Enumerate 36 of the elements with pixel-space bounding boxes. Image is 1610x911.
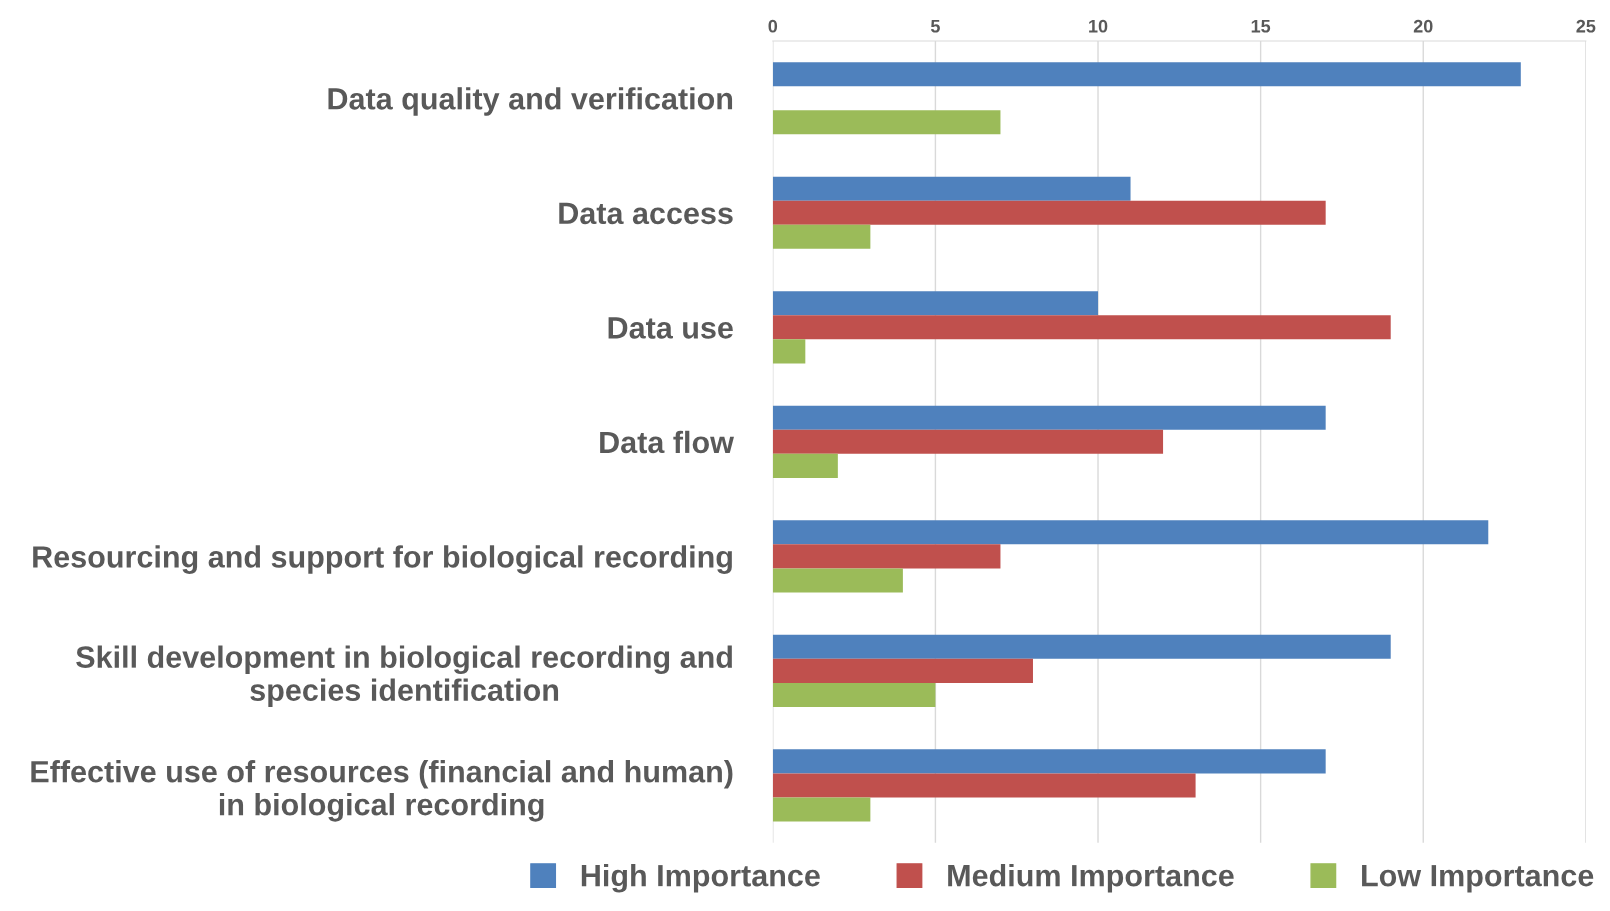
x-tick-label: 5 bbox=[930, 19, 940, 33]
legend-label: Medium Importance bbox=[948, 863, 1234, 893]
y-tick-label: Data access bbox=[559, 202, 733, 225]
x-tick-label: 10 bbox=[1089, 19, 1108, 33]
legend-label: Low Importance bbox=[1362, 865, 1594, 893]
bar bbox=[772, 429, 1164, 454]
bar bbox=[772, 658, 1033, 683]
y-tick-label: Effective use of resources (financial and human) in biological recording bbox=[31, 760, 733, 822]
bar bbox=[772, 339, 806, 364]
bar bbox=[772, 797, 871, 822]
bar bbox=[772, 405, 1326, 430]
x-tick-label: 20 bbox=[1413, 19, 1433, 33]
y-tick-label: Resourcing and support for biological recording bbox=[33, 545, 732, 574]
x-tick-label: 25 bbox=[1576, 19, 1596, 33]
bar bbox=[772, 453, 838, 478]
y-tick-label: Skill development in biological recording and species identification bbox=[76, 645, 732, 708]
bar bbox=[772, 520, 1489, 545]
legend-label: High Importance bbox=[581, 863, 820, 893]
bar bbox=[772, 176, 1131, 201]
bar bbox=[772, 749, 1326, 774]
bar bbox=[772, 544, 1001, 569]
bar bbox=[772, 773, 1196, 798]
x-tick-label: 0 bbox=[768, 19, 778, 33]
bar bbox=[772, 62, 1521, 87]
bar bbox=[772, 224, 871, 249]
bar bbox=[772, 682, 936, 707]
bar bbox=[772, 634, 1391, 659]
bar bbox=[772, 200, 1326, 225]
bar bbox=[772, 315, 1391, 340]
y-tick-label: Data quality and verification bbox=[328, 87, 733, 116]
x-tick-label: 15 bbox=[1251, 19, 1271, 33]
bar bbox=[772, 110, 1001, 135]
y-tick-label: Data use bbox=[608, 317, 733, 339]
y-tick-label: Data flow bbox=[600, 430, 734, 454]
bar bbox=[772, 291, 1099, 316]
bar bbox=[772, 568, 903, 593]
